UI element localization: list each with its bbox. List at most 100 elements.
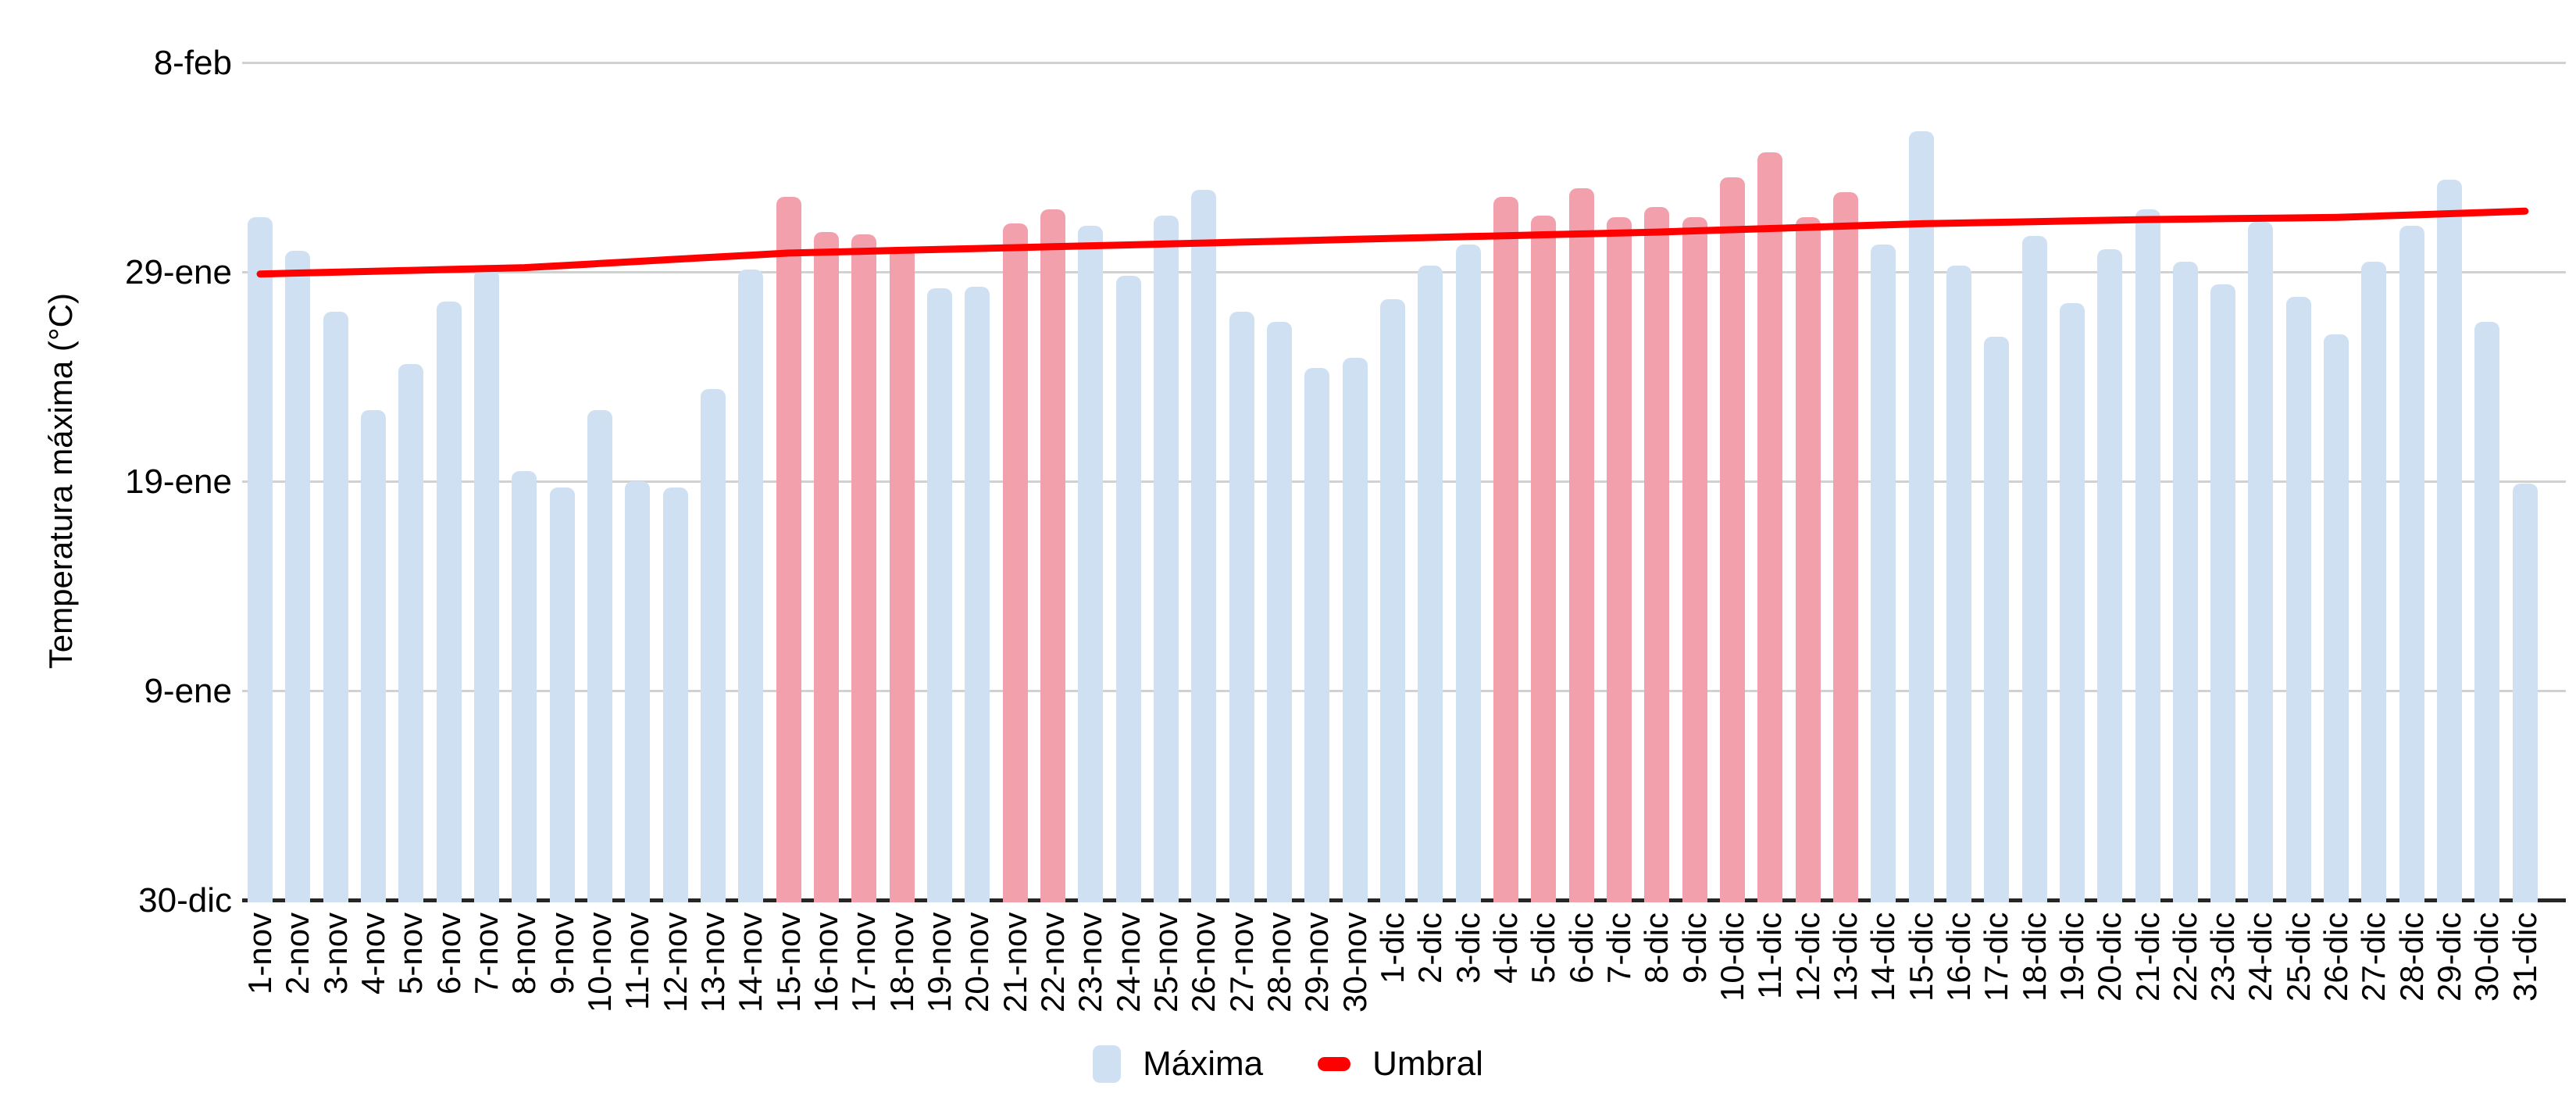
x-tick-label-24-dic: 24-dic: [2242, 912, 2279, 1034]
x-tick-label-28-nov: 28-nov: [1261, 912, 1298, 1034]
bar-16-dic: [1946, 265, 1971, 902]
bar-1-dic: [1379, 298, 1405, 902]
bar-4-dic: [1493, 196, 1518, 902]
bar-7-nov: [473, 270, 499, 902]
bar-13-dic: [1832, 192, 1858, 902]
bar-2-dic: [1418, 265, 1443, 902]
x-tick-text: 30-nov: [1336, 912, 1373, 1013]
bar-17-dic: [1984, 337, 2010, 902]
bar-31-dic: [2512, 483, 2538, 902]
x-tick-label-6-dic: 6-dic: [1563, 912, 1600, 1034]
x-tick-text: 13-dic: [1826, 912, 1864, 1002]
x-tick-text: 17-nov: [845, 912, 883, 1013]
x-tick-label-8-nov: 8-nov: [505, 912, 543, 1034]
bar-14-nov: [738, 270, 764, 902]
x-tick-text: 1-dic: [1373, 912, 1411, 984]
umbral-swatch-icon: [1318, 1057, 1351, 1071]
x-tick-label-4-nov: 4-nov: [355, 912, 392, 1034]
x-tick-text: 10-nov: [580, 912, 618, 1013]
x-tick-label-30-nov: 30-nov: [1336, 912, 1374, 1034]
bar-18-nov: [889, 246, 915, 902]
x-tick-text: 4-dic: [1486, 912, 1524, 984]
x-tick-label-24-nov: 24-nov: [1110, 912, 1147, 1034]
x-tick-text: 24-dic: [2242, 912, 2279, 1002]
x-tick-text: 27-dic: [2355, 912, 2392, 1002]
bar-11-dic: [1757, 152, 1783, 902]
bar-8-dic: [1644, 206, 1670, 902]
x-tick-label-22-nov: 22-nov: [1034, 912, 1072, 1034]
bar-26-dic: [2324, 334, 2349, 902]
x-tick-text: 3-nov: [316, 912, 354, 995]
bar-4-nov: [360, 409, 386, 902]
bar-29-nov: [1304, 368, 1330, 902]
x-tick-text: 25-nov: [1147, 912, 1184, 1013]
x-tick-label-1-dic: 1-dic: [1374, 912, 1411, 1034]
bar-10-nov: [587, 409, 612, 902]
x-tick-text: 19-dic: [2053, 912, 2090, 1002]
bar-21-nov: [1002, 223, 1028, 902]
x-tick-label-29-nov: 29-nov: [1298, 912, 1336, 1034]
x-tick-label-26-dic: 26-dic: [2317, 912, 2355, 1034]
bar-12-dic: [1795, 217, 1821, 902]
bar-25-dic: [2285, 297, 2311, 902]
gridline: [242, 62, 2566, 64]
x-tick-label-23-dic: 23-dic: [2204, 912, 2242, 1034]
legend-item-umbral: Umbral: [1318, 1045, 1483, 1083]
x-tick-label-15-dic: 15-dic: [1903, 912, 1940, 1034]
x-tick-text: 9-nov: [543, 912, 580, 995]
x-tick-label-27-nov: 27-nov: [1223, 912, 1261, 1034]
x-tick-text: 11-dic: [1751, 912, 1789, 1000]
bar-7-dic: [1606, 217, 1632, 902]
x-tick-text: 22-nov: [1033, 912, 1071, 1013]
x-tick-label-12-nov: 12-nov: [657, 912, 694, 1034]
x-tick-text: 6-nov: [430, 912, 467, 995]
x-tick-text: 28-dic: [2392, 912, 2430, 1002]
legend-label-maxima: Máxima: [1143, 1045, 1264, 1083]
x-tick-label-5-dic: 5-dic: [1525, 912, 1562, 1034]
x-tick-label-26-nov: 26-nov: [1185, 912, 1222, 1034]
bar-6-nov: [436, 301, 462, 902]
bar-18-dic: [2021, 236, 2047, 902]
x-tick-label-3-nov: 3-nov: [317, 912, 355, 1034]
legend-item-maxima: Máxima: [1093, 1045, 1263, 1083]
x-tick-label-17-nov: 17-nov: [845, 912, 883, 1034]
x-tick-label-23-nov: 23-nov: [1072, 912, 1109, 1034]
bar-21-dic: [2135, 209, 2160, 902]
x-tick-label-15-nov: 15-nov: [770, 912, 808, 1034]
bar-19-dic: [2059, 303, 2085, 902]
bar-22-dic: [2172, 261, 2198, 902]
bar-30-nov: [1342, 357, 1368, 902]
x-tick-label-28-dic: 28-dic: [2393, 912, 2431, 1034]
x-tick-text: 17-dic: [1978, 912, 2015, 1002]
x-tick-text: 15-nov: [769, 912, 807, 1013]
x-tick-label-27-dic: 27-dic: [2355, 912, 2392, 1034]
x-tick-text: 21-nov: [996, 912, 1033, 1013]
x-tick-text: 22-dic: [2166, 912, 2203, 1002]
x-tick-label-3-dic: 3-dic: [1450, 912, 1487, 1034]
bar-3-nov: [323, 311, 348, 902]
x-tick-text: 3-dic: [1449, 912, 1486, 984]
x-tick-text: 2-dic: [1411, 912, 1449, 984]
x-tick-label-6-nov: 6-nov: [430, 912, 468, 1034]
y-tick-label: 29-ene: [124, 253, 232, 291]
x-tick-label-21-dic: 21-dic: [2129, 912, 2167, 1034]
x-tick-text: 16-dic: [1939, 912, 1977, 1002]
x-tick-text: 7-nov: [467, 912, 505, 995]
x-tick-text: 1-nov: [241, 912, 278, 995]
bar-9-nov: [549, 488, 575, 902]
x-tick-text: 24-nov: [1109, 912, 1147, 1013]
x-tick-text: 28-nov: [1260, 912, 1297, 1013]
x-tick-label-2-dic: 2-dic: [1411, 912, 1449, 1034]
x-tick-label-2-nov: 2-nov: [279, 912, 316, 1034]
x-tick-label-16-nov: 16-nov: [808, 912, 845, 1034]
x-tick-text: 8-nov: [505, 912, 543, 995]
x-tick-label-1-nov: 1-nov: [241, 912, 279, 1034]
x-tick-label-14-nov: 14-nov: [732, 912, 769, 1034]
x-tick-label-20-dic: 20-dic: [2091, 912, 2128, 1034]
x-tick-text: 23-dic: [2204, 912, 2242, 1002]
bar-15-nov: [776, 196, 801, 902]
bar-22-nov: [1040, 209, 1065, 902]
bar-26-nov: [1191, 190, 1217, 902]
x-tick-label-7-nov: 7-nov: [468, 912, 505, 1034]
bar-14-dic: [1871, 245, 1896, 902]
